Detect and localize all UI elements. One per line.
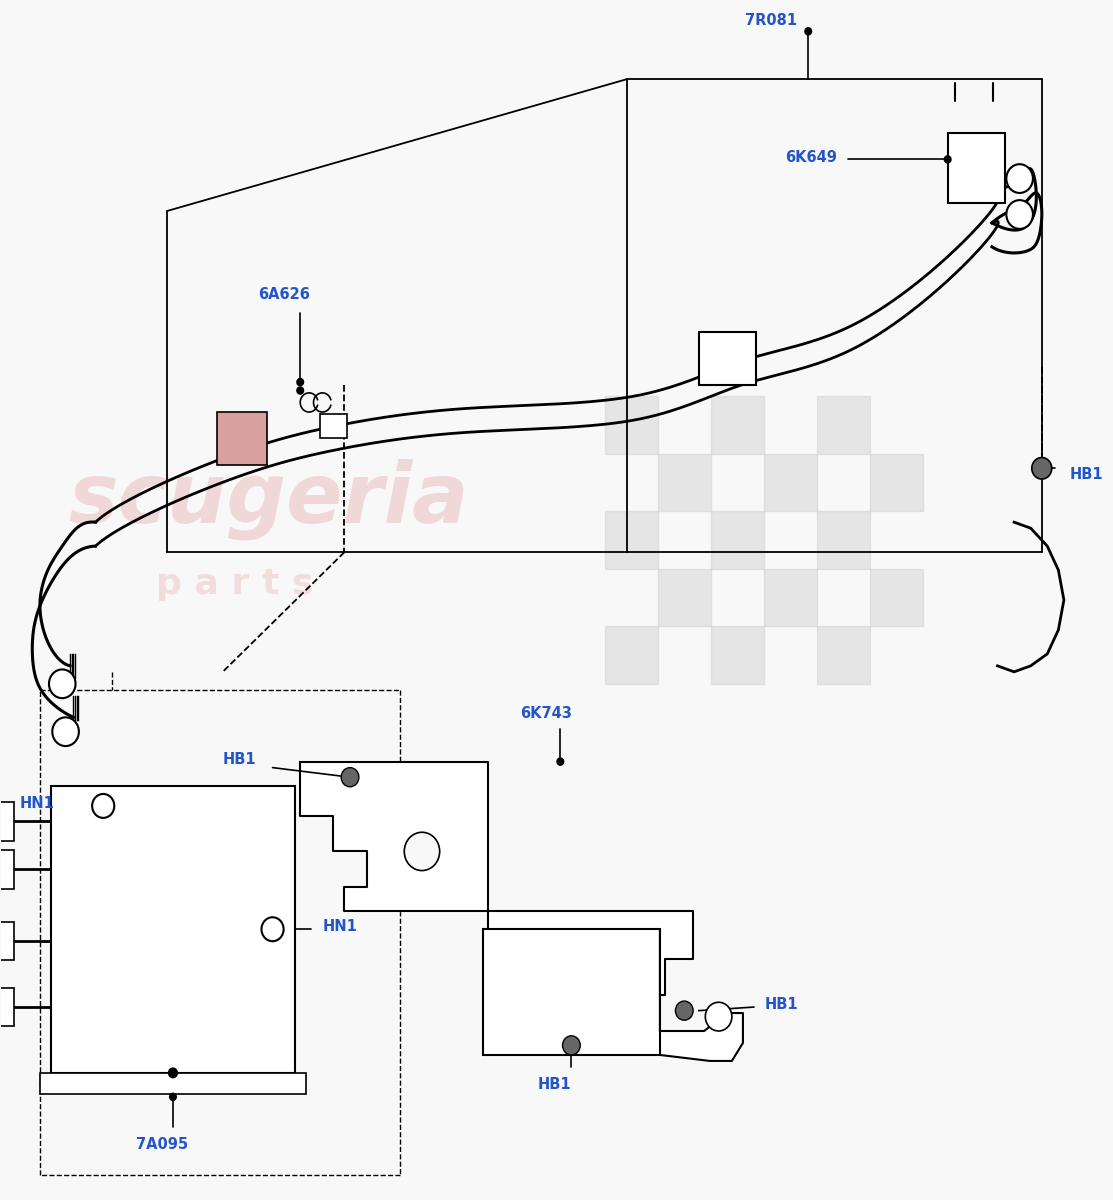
- Circle shape: [262, 917, 284, 941]
- Bar: [817, 396, 870, 454]
- Text: HN1: HN1: [20, 796, 55, 811]
- Circle shape: [1038, 464, 1045, 472]
- Circle shape: [297, 386, 304, 394]
- Bar: [764, 454, 817, 511]
- Text: HN1: HN1: [323, 919, 357, 935]
- Circle shape: [568, 1042, 574, 1049]
- Bar: [658, 454, 711, 511]
- Circle shape: [92, 794, 115, 818]
- Bar: [0, 851, 13, 888]
- Text: scugeria: scugeria: [68, 458, 469, 540]
- Circle shape: [556, 758, 563, 766]
- Bar: [217, 412, 267, 464]
- Bar: [604, 396, 658, 454]
- Text: 7R081: 7R081: [745, 13, 797, 28]
- Circle shape: [681, 1007, 688, 1014]
- Bar: [51, 786, 295, 1073]
- Circle shape: [404, 833, 440, 870]
- Bar: [658, 569, 711, 626]
- Circle shape: [1032, 457, 1052, 479]
- Bar: [711, 396, 764, 454]
- Bar: [764, 569, 817, 626]
- Bar: [947, 133, 1005, 203]
- Circle shape: [562, 1036, 580, 1055]
- Circle shape: [944, 156, 951, 163]
- Circle shape: [1006, 200, 1033, 229]
- Bar: [321, 414, 347, 438]
- Bar: [711, 511, 764, 569]
- Bar: [870, 454, 924, 511]
- Text: p a r t s: p a r t s: [156, 568, 314, 601]
- Bar: [40, 1073, 306, 1094]
- Circle shape: [676, 1001, 693, 1020]
- Bar: [604, 511, 658, 569]
- Circle shape: [52, 718, 79, 746]
- Bar: [699, 332, 756, 384]
- Text: 7A095: 7A095: [136, 1138, 188, 1152]
- Bar: [870, 569, 924, 626]
- Polygon shape: [301, 762, 693, 1031]
- Text: 6A626: 6A626: [258, 287, 309, 302]
- Circle shape: [1006, 164, 1033, 193]
- Text: HB1: HB1: [538, 1078, 572, 1092]
- Bar: [711, 626, 764, 684]
- Text: 6K743: 6K743: [520, 707, 572, 721]
- Bar: [604, 626, 658, 684]
- Bar: [483, 929, 660, 1055]
- Bar: [0, 922, 13, 960]
- Bar: [0, 803, 13, 841]
- Bar: [817, 626, 870, 684]
- Bar: [817, 511, 870, 569]
- Text: HB1: HB1: [223, 751, 256, 767]
- Polygon shape: [660, 929, 743, 1061]
- Circle shape: [805, 28, 811, 35]
- Circle shape: [706, 1002, 732, 1031]
- Circle shape: [169, 1093, 176, 1100]
- Text: HB1: HB1: [765, 997, 799, 1012]
- Circle shape: [49, 670, 76, 698]
- Circle shape: [168, 1068, 177, 1078]
- Text: 6K649: 6K649: [785, 150, 837, 164]
- Text: HB1: HB1: [1070, 467, 1103, 481]
- Bar: [0, 988, 13, 1026]
- Circle shape: [342, 768, 358, 787]
- Circle shape: [297, 378, 304, 385]
